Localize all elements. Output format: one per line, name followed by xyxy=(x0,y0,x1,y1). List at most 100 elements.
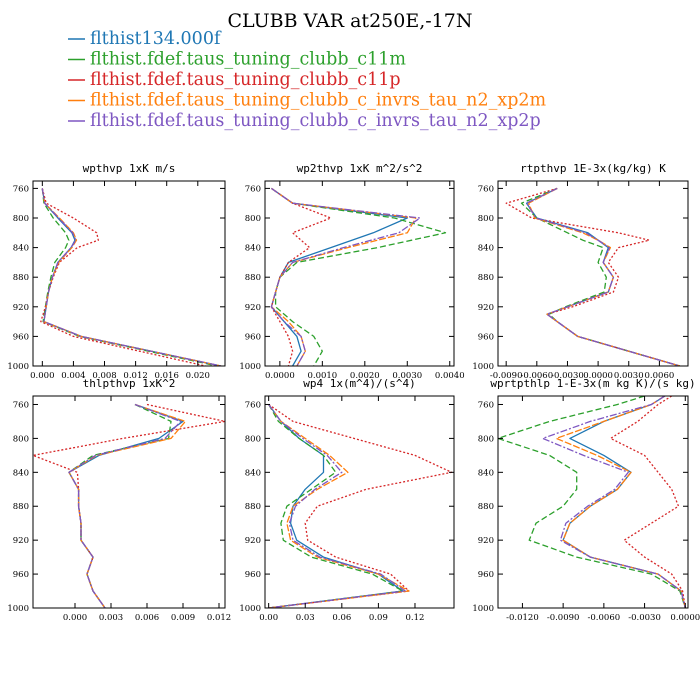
y-tick-label: 1000 xyxy=(472,604,494,614)
series-line xyxy=(609,396,686,608)
panel-frame xyxy=(497,180,689,367)
legend-entry: flthist.fdef.taus_tuning_clubb_c_invrs_t… xyxy=(90,111,541,131)
y-tick-label: 760 xyxy=(13,184,29,194)
y-tick-label: 840 xyxy=(245,468,261,478)
panel-title: wp4 1x(m^4)/(s^4) xyxy=(303,377,416,390)
x-tick-label: 0.0030 xyxy=(392,371,422,381)
x-tick-label: 0.12 xyxy=(406,613,425,623)
panels: wpthvp 1xK m/s76080084088092096010000.00… xyxy=(7,162,700,623)
series-line xyxy=(542,396,686,608)
x-tick-label: 0.012 xyxy=(207,613,231,623)
panel-title: wp2thvp 1xK m^2/s^2 xyxy=(297,162,423,175)
series-line xyxy=(555,396,686,608)
series-line xyxy=(270,187,417,366)
x-tick-label: 0.020 xyxy=(186,371,210,381)
panel: thlpthvp 1xK^2 760 800 840 880 920 960 1000 0.00… xyxy=(7,377,231,623)
panel-frame xyxy=(32,395,226,609)
y-tick-label: 1000 xyxy=(239,362,261,372)
x-tick-label: -0.0030 xyxy=(628,613,661,623)
y-tick-label: 800 xyxy=(13,434,29,444)
x-tick-label: 0.016 xyxy=(155,371,179,381)
x-tick-label: 0.008 xyxy=(92,371,116,381)
y-tick-label: 920 xyxy=(245,303,261,313)
x-tick-label: -0.0090 xyxy=(490,371,523,381)
x-tick-label: -0.0030 xyxy=(551,371,584,381)
panel: wp2thvp 1xK m^2/s^2 760 800 840 880 920 960 100… xyxy=(239,162,464,381)
y-tick-label: 800 xyxy=(13,214,29,224)
y-tick-label: 840 xyxy=(245,244,261,254)
series-line xyxy=(525,187,680,366)
y-tick-label: 760 xyxy=(478,400,494,410)
y-tick-label: 920 xyxy=(245,536,261,546)
x-tick-label: -0.0120 xyxy=(506,613,539,623)
series-line xyxy=(268,404,404,608)
series-line xyxy=(527,187,680,366)
series-line xyxy=(268,404,404,608)
panel-frame xyxy=(497,395,689,609)
legend-entry: flthist134.000f xyxy=(90,29,222,49)
series-line xyxy=(268,404,410,608)
x-tick-label: 0.06 xyxy=(332,613,351,623)
series-line xyxy=(68,403,184,608)
y-tick-label: 880 xyxy=(478,273,494,283)
y-tick-label: 800 xyxy=(245,214,261,224)
x-tick-label: 0.000 xyxy=(63,613,87,623)
y-tick-label: 920 xyxy=(478,303,494,313)
y-tick-label: 960 xyxy=(13,570,29,580)
y-tick-label: 760 xyxy=(478,184,494,194)
y-tick-label: 960 xyxy=(245,570,261,580)
x-tick-label: 0.003 xyxy=(99,613,123,623)
x-tick-label: 0.0020 xyxy=(350,371,380,381)
x-tick-label: 0.000 xyxy=(30,371,54,381)
series-line xyxy=(41,188,218,366)
panel: wprtpthlp 1-E-3x(m kg K)/(s kg) 760 800 840… xyxy=(472,377,700,623)
panel: wpthvp 1xK m/s76080084088092096010000.00… xyxy=(7,162,226,381)
panel: rtpthvp 1E-3x(kg/kg) K 760 800 840 880 920 960… xyxy=(472,162,689,381)
legend-entry: flthist.fdef.taus_tuning_clubb_c_invrs_t… xyxy=(90,91,547,111)
y-tick-label: 880 xyxy=(245,502,261,512)
series-line xyxy=(268,404,406,608)
panel-title: thlpthvp 1xK^2 xyxy=(83,377,176,390)
y-tick-label: 880 xyxy=(245,273,261,283)
y-tick-label: 840 xyxy=(478,244,494,254)
series-line xyxy=(33,403,225,608)
y-tick-label: 1000 xyxy=(239,604,261,614)
x-tick-label: 0.0000 xyxy=(670,613,700,623)
x-tick-label: 0.004 xyxy=(61,371,85,381)
panel-frame xyxy=(32,180,226,367)
y-tick-label: 880 xyxy=(478,502,494,512)
y-tick-label: 800 xyxy=(478,434,494,444)
series-line xyxy=(520,187,680,366)
x-tick-label: 0.00 xyxy=(259,613,278,623)
y-tick-label: 760 xyxy=(245,400,261,410)
series-line xyxy=(562,396,686,608)
panel-title: rtpthvp 1E-3x(kg/kg) K xyxy=(520,162,666,175)
y-tick-label: 1000 xyxy=(472,362,494,372)
panel-title: wprtpthlp 1-E-3x(m kg K)/(s kg) xyxy=(490,377,695,390)
series-line xyxy=(268,403,453,608)
legend: flthist134.000fflthist.fdef.taus_tuning_… xyxy=(68,29,547,131)
panel: wp4 1x(m^4)/(s^4)76080084088092096010000… xyxy=(239,377,455,623)
series-line xyxy=(68,403,182,608)
y-tick-label: 960 xyxy=(245,332,261,342)
panel-frame xyxy=(264,180,455,367)
y-tick-label: 840 xyxy=(13,244,29,254)
x-tick-label: 0.0000 xyxy=(265,371,295,381)
y-tick-label: 920 xyxy=(478,536,494,546)
legend-entry: flthist.fdef.taus_tuning_clubb_c11m xyxy=(90,50,406,70)
series-line xyxy=(525,187,680,366)
legend-entry: flthist.fdef.taus_tuning_clubb_c11p xyxy=(90,70,401,90)
series-line xyxy=(498,396,686,608)
y-tick-label: 960 xyxy=(478,332,494,342)
x-tick-label: 0.09 xyxy=(369,613,388,623)
x-tick-label: 0.0010 xyxy=(307,371,337,381)
y-tick-label: 800 xyxy=(245,434,261,444)
y-tick-label: 960 xyxy=(13,332,29,342)
x-tick-label: 0.0030 xyxy=(614,371,644,381)
series-line xyxy=(40,188,206,366)
series-line xyxy=(270,187,421,366)
x-tick-label: 0.03 xyxy=(296,613,315,623)
y-tick-label: 920 xyxy=(13,303,29,313)
y-tick-label: 960 xyxy=(478,570,494,580)
